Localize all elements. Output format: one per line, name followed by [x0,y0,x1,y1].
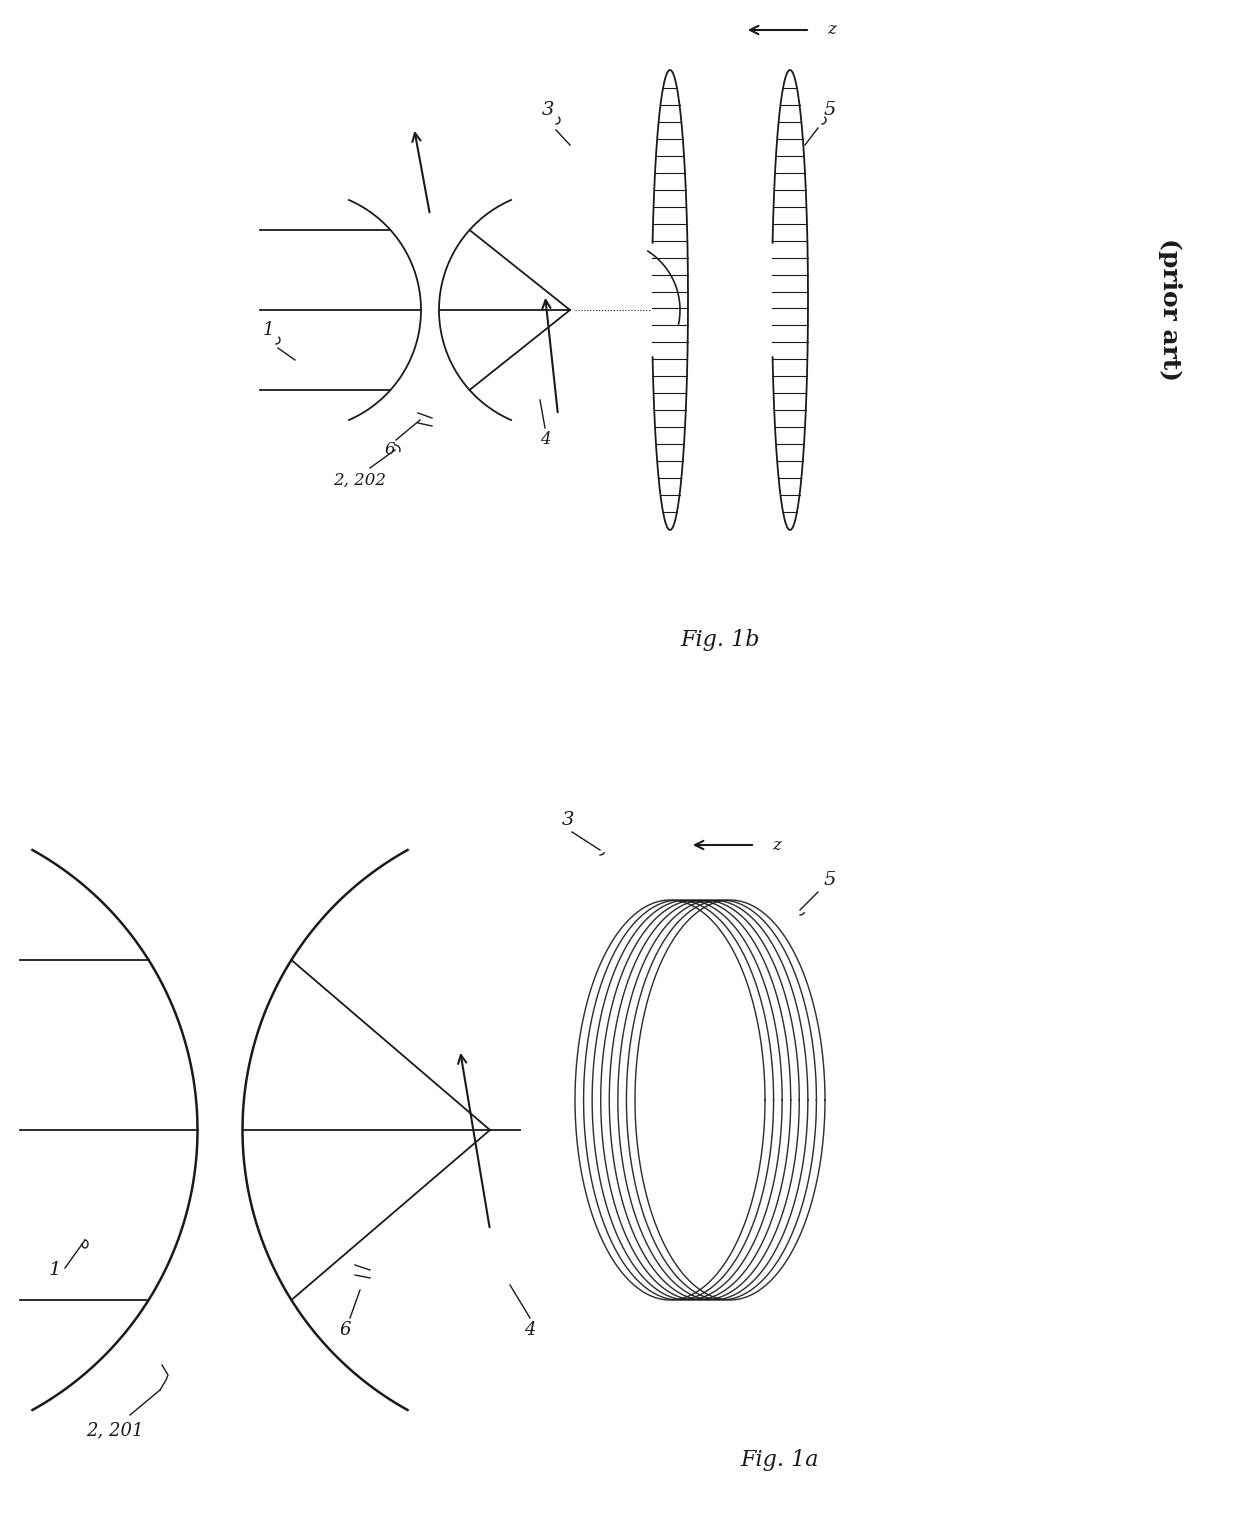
Text: 3: 3 [542,102,554,120]
Text: (prior art): (prior art) [1158,238,1182,382]
Text: z: z [773,836,781,853]
Text: Fig. 1b: Fig. 1b [681,629,760,651]
Text: 1: 1 [48,1260,61,1279]
Text: 2, 202: 2, 202 [334,471,387,488]
Text: 4: 4 [525,1321,536,1339]
Text: 5: 5 [823,871,836,889]
Text: 6: 6 [384,441,396,459]
Text: 1: 1 [262,321,274,339]
Text: 5: 5 [823,102,836,120]
Text: z: z [827,21,836,38]
Text: 6: 6 [340,1321,351,1339]
Text: Fig. 1a: Fig. 1a [740,1448,820,1471]
Text: 2, 201: 2, 201 [87,1421,144,1439]
Text: 3: 3 [562,811,574,829]
Text: 4: 4 [539,432,551,448]
